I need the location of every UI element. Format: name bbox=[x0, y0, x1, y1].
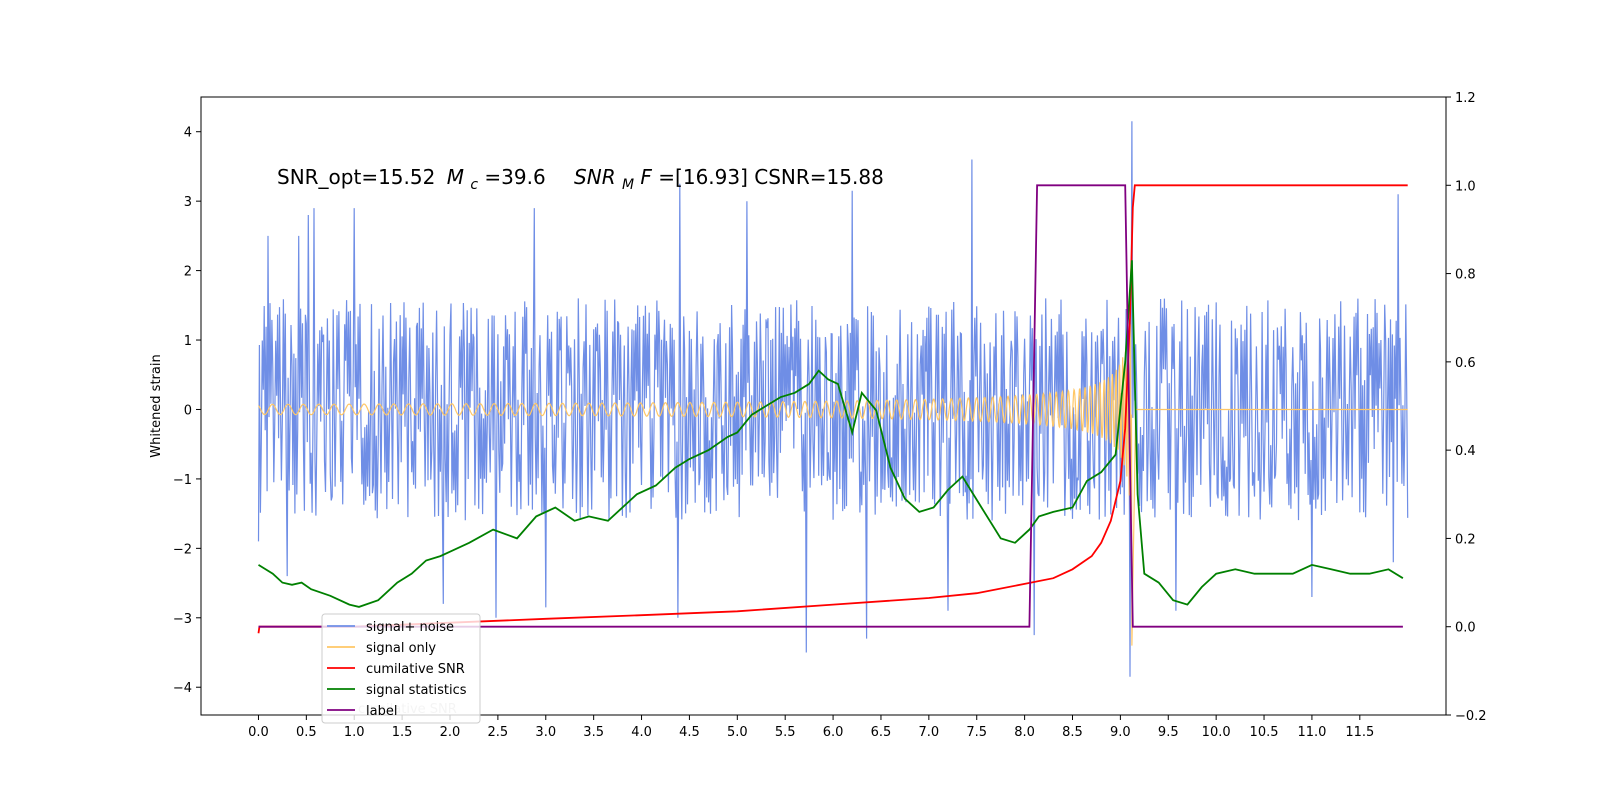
x-tick-label-16: 8.0 bbox=[1014, 725, 1035, 740]
title-mc-value: =39.6 bbox=[484, 165, 545, 189]
chart-title-annotation: SNR_opt=15.52 M c =39.6 SNR M F =[16.93]… bbox=[277, 165, 884, 194]
legend-label-0: signal+ noise bbox=[366, 620, 454, 635]
y-axis-label: Whitened strain bbox=[149, 354, 164, 457]
title-snrmf-subscript: M bbox=[622, 177, 634, 193]
x-tick-label-10: 5.0 bbox=[727, 725, 748, 740]
x-tick-label-15: 7.5 bbox=[966, 725, 987, 740]
legend-label-2: cumilative SNR bbox=[366, 662, 465, 677]
x-tick-label-19: 9.5 bbox=[1158, 725, 1179, 740]
x-tick-label-13: 6.5 bbox=[871, 725, 892, 740]
legend-label-1: signal only bbox=[366, 641, 436, 656]
y-tick-label-6: −2 bbox=[173, 542, 192, 557]
right-y-axis: 1.2 1.0 0.8 0.6 0.4 0.2 0.0 −0.2 bbox=[1446, 91, 1487, 724]
y-tick-label-3: 1 bbox=[184, 334, 192, 349]
y-right-tick-label-4: 0.4 bbox=[1455, 444, 1476, 459]
x-tick-label-20: 10.0 bbox=[1202, 725, 1231, 740]
x-tick-label-8: 4.0 bbox=[631, 725, 652, 740]
title-snrmf-f: F bbox=[640, 165, 652, 189]
x-tick-label-17: 8.5 bbox=[1062, 725, 1083, 740]
y-right-tick-label-3: 0.6 bbox=[1455, 356, 1476, 371]
series-signal-noise-line bbox=[257, 121, 1409, 677]
x-tick-label-12: 6.0 bbox=[823, 725, 844, 740]
x-tick-label-7: 3.5 bbox=[583, 725, 604, 740]
y-right-tick-label-7: −0.2 bbox=[1455, 709, 1487, 724]
x-tick-label-22: 11.0 bbox=[1297, 725, 1326, 740]
x-tick-label-0: 0.0 bbox=[248, 725, 269, 740]
y-tick-label-7: −3 bbox=[173, 612, 192, 627]
x-tick-label-3: 1.5 bbox=[392, 725, 413, 740]
legend-label-4: label bbox=[366, 704, 397, 719]
series-signal-only-line bbox=[257, 324, 1408, 646]
y-tick-label-1: 3 bbox=[184, 195, 192, 210]
y-right-tick-label-0: 1.2 bbox=[1455, 91, 1476, 106]
title-snrmf-value: =[16.93] CSNR=15.88 bbox=[658, 165, 884, 189]
x-tick-label-21: 10.5 bbox=[1250, 725, 1279, 740]
y-right-tick-label-2: 0.8 bbox=[1455, 268, 1476, 283]
x-tick-label-9: 4.5 bbox=[679, 725, 700, 740]
title-snr-opt: SNR_opt=15.52 bbox=[277, 165, 435, 189]
y-tick-label-5: −1 bbox=[173, 473, 192, 488]
x-tick-label-4: 2.0 bbox=[440, 725, 461, 740]
x-tick-label-23: 11.5 bbox=[1345, 725, 1374, 740]
x-tick-label-6: 3.0 bbox=[535, 725, 556, 740]
legend-box bbox=[321, 613, 481, 724]
x-tick-label-5: 2.5 bbox=[488, 725, 509, 740]
title-snrmf-symbol: SNR bbox=[574, 165, 616, 189]
x-tick-label-14: 7.0 bbox=[919, 725, 940, 740]
y-tick-label-2: 2 bbox=[184, 265, 192, 280]
title-mc-symbol: M bbox=[447, 165, 464, 189]
x-axis: 0.0 0.5 1.0 1.5 2.0 2.5 3.0 3.5 4.0 4.5 5.0 5.5 6.0 6… bbox=[248, 715, 1374, 740]
y-tick-label-0: 4 bbox=[184, 126, 192, 141]
x-tick-label-2: 1.0 bbox=[344, 725, 365, 740]
left-y-axis: 4 3 2 1 0 −1 −2 −3 −4 bbox=[173, 126, 201, 696]
y-right-tick-label-6: 0.0 bbox=[1455, 621, 1476, 636]
y-tick-label-4: 0 bbox=[184, 403, 192, 418]
series-layer bbox=[257, 121, 1409, 677]
y-right-tick-label-5: 0.2 bbox=[1455, 532, 1476, 547]
title-mc-subscript: c bbox=[470, 177, 478, 193]
x-tick-label-11: 5.5 bbox=[775, 725, 796, 740]
y-tick-label-8: −4 bbox=[173, 681, 192, 696]
legend-label-3: signal statistics bbox=[366, 683, 467, 698]
x-tick-label-1: 0.5 bbox=[296, 725, 317, 740]
series-signal-statistics-line bbox=[258, 260, 1404, 608]
series-label-line bbox=[258, 184, 1403, 628]
x-tick-label-18: 9.0 bbox=[1110, 725, 1131, 740]
y-right-tick-label-1: 1.0 bbox=[1455, 179, 1476, 194]
